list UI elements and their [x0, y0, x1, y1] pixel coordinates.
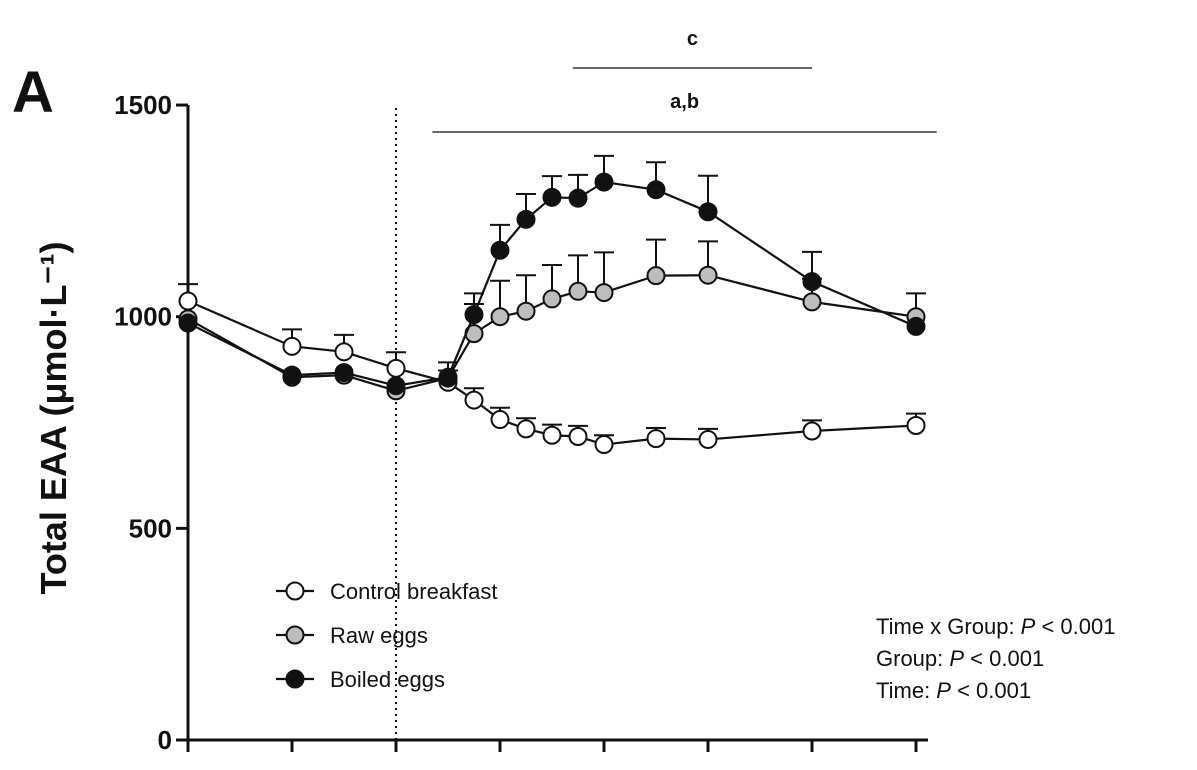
data-point [178, 313, 198, 333]
data-point [516, 301, 536, 321]
data-point [542, 187, 562, 207]
data-point [490, 410, 510, 430]
data-point [802, 272, 822, 292]
data-point [282, 365, 302, 385]
y-tick-label: 1000 [114, 302, 172, 332]
series-layer [178, 154, 926, 455]
data-point [802, 421, 822, 441]
data-point [568, 426, 588, 446]
data-point [568, 188, 588, 208]
data-point [698, 202, 718, 222]
data-point [334, 363, 354, 383]
data-point [802, 292, 822, 312]
data-point [464, 305, 484, 325]
legend: Control breakfast Raw eggs Boiled eggs [276, 579, 498, 692]
y-tick-label: 500 [129, 513, 172, 543]
legend-marker [285, 581, 305, 601]
data-point [542, 425, 562, 445]
panel-label: A [12, 60, 54, 125]
data-point [698, 265, 718, 285]
y-axis-label: Total EAA (μmol·L⁻¹) [33, 242, 74, 595]
series-boiled-eggs [178, 154, 926, 396]
data-point [282, 336, 302, 356]
data-point [646, 429, 666, 449]
legend-marker [285, 625, 305, 645]
data-point [334, 342, 354, 362]
data-point [906, 316, 926, 336]
annotations: A Total EAA (μmol·L⁻¹) c a,b [12, 28, 937, 594]
series-control-breakfast [178, 283, 926, 455]
data-point [698, 429, 718, 449]
data-point [490, 307, 510, 327]
legend-label: Boiled eggs [330, 667, 445, 692]
data-point [594, 435, 614, 455]
data-point [516, 209, 536, 229]
stats-box: Time x Group: P < 0.001 Group: P < 0.001 T… [876, 614, 1116, 703]
data-point [906, 415, 926, 435]
data-point [646, 266, 666, 286]
stats-line: Time x Group: P < 0.001 [876, 614, 1116, 639]
legend-marker [285, 669, 305, 689]
data-point [516, 419, 536, 439]
data-point [490, 240, 510, 260]
significance-label: a,b [670, 91, 699, 113]
data-point [386, 358, 406, 378]
data-point [386, 376, 406, 396]
data-point [594, 283, 614, 303]
data-point [178, 291, 198, 311]
data-point [542, 289, 562, 309]
axes: 0 500 1000 1500 [114, 90, 928, 755]
y-tick-label: 1500 [114, 90, 172, 120]
legend-label: Raw eggs [330, 623, 428, 648]
legend-label: Control breakfast [330, 579, 498, 604]
significance-label: c [687, 28, 698, 50]
stats-line: Group: P < 0.001 [876, 646, 1044, 671]
data-point [646, 180, 666, 200]
data-point [464, 390, 484, 410]
y-tick-label: 0 [158, 725, 172, 755]
data-point [438, 367, 458, 387]
stats-line: Time: P < 0.001 [876, 678, 1031, 703]
data-point [594, 172, 614, 192]
data-point [568, 281, 588, 301]
